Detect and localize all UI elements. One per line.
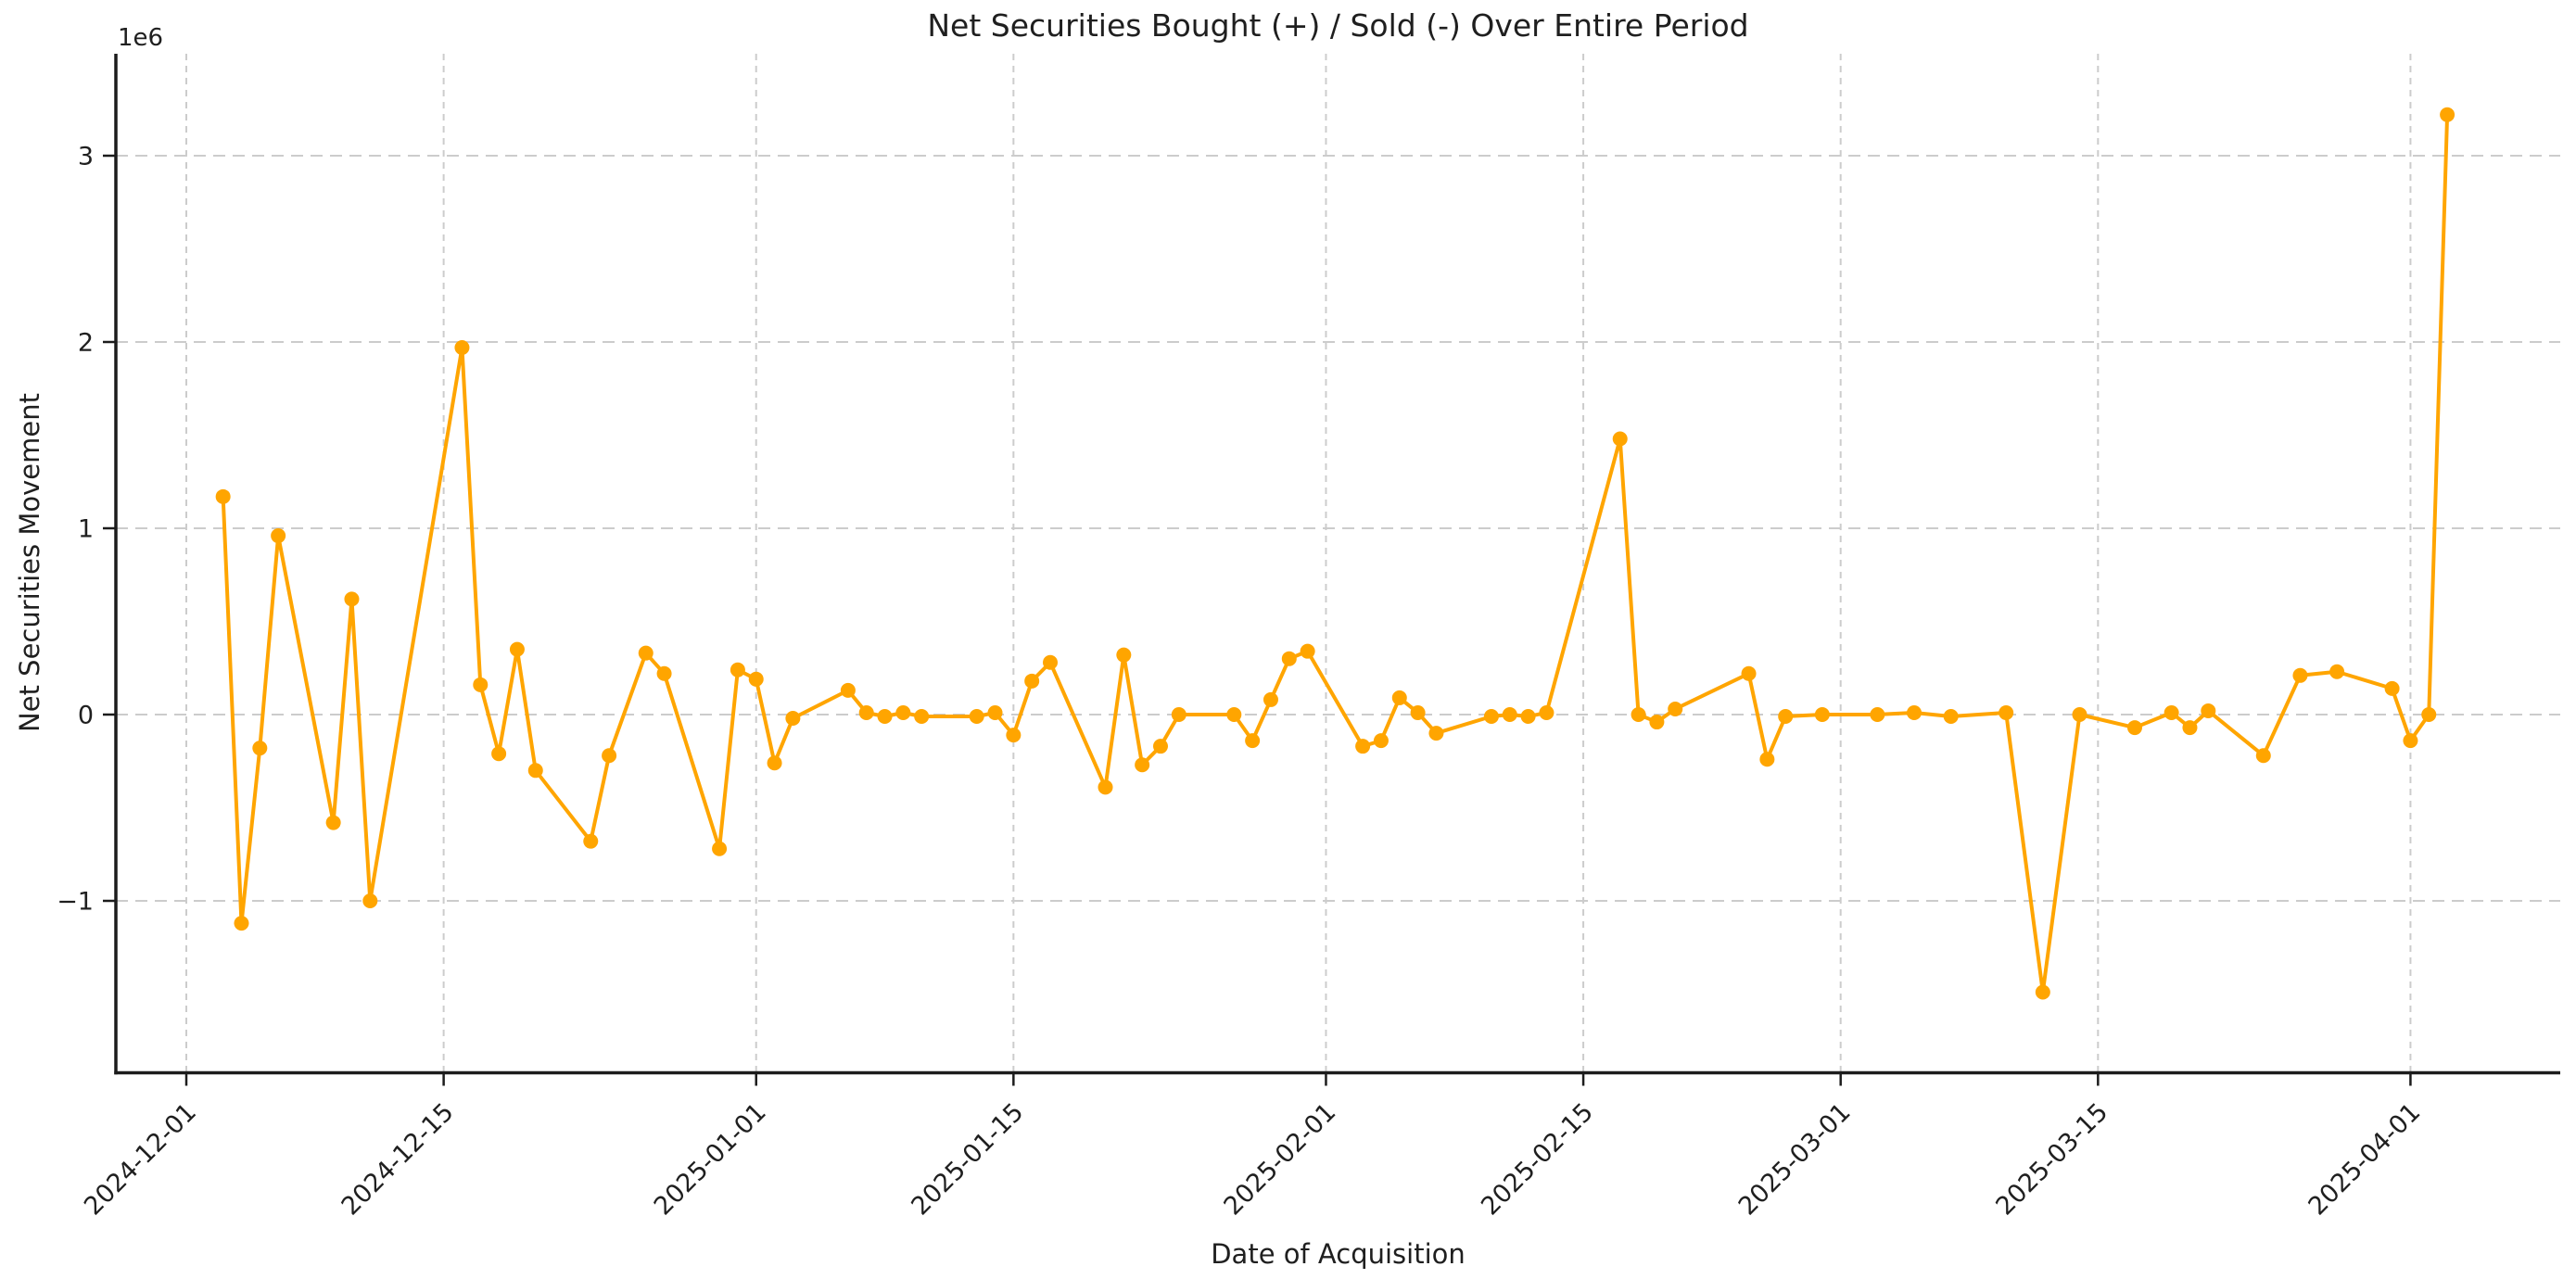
data-point (638, 645, 654, 661)
data-point (344, 591, 360, 607)
data-point (527, 763, 543, 779)
data-point (1907, 704, 1922, 720)
data-point (748, 671, 764, 687)
data-point (1759, 752, 1775, 767)
data-point (1006, 728, 1022, 743)
data-point (1281, 651, 1297, 666)
data-point (858, 704, 874, 720)
x-tick-label: 2025-01-01 (649, 1098, 772, 1222)
x-tick-label: 2025-04-01 (2303, 1098, 2426, 1222)
data-point (1539, 704, 1554, 720)
data-point (1263, 691, 1278, 707)
data-point (2164, 704, 2179, 720)
x-tick-label: 2025-03-01 (1733, 1098, 1857, 1222)
data-point (895, 704, 911, 720)
data-point (1226, 707, 1242, 722)
data-point (712, 841, 728, 856)
data-point (730, 662, 745, 677)
data-point (234, 916, 249, 931)
x-tick-label: 2025-02-15 (1476, 1098, 1599, 1222)
data-point (987, 704, 1003, 720)
data-point (583, 833, 599, 849)
data-point (1171, 707, 1186, 722)
data-point (969, 709, 984, 725)
data-point (1778, 709, 1794, 725)
x-tick-label: 2025-02-01 (1219, 1098, 1342, 1222)
data-point (602, 748, 617, 764)
data-point (1116, 647, 1132, 663)
data-point (1391, 690, 1407, 705)
x-axis-label: Date of Acquisition (1211, 1238, 1466, 1270)
data-point (914, 709, 930, 725)
data-point (2403, 733, 2418, 749)
data-point (2255, 748, 2271, 764)
data-point (1631, 707, 1646, 722)
data-point (1043, 654, 1059, 670)
y-tick-label: 1 (78, 515, 94, 544)
data-point (2072, 707, 2087, 722)
data-point (1999, 704, 2014, 720)
data-point (1870, 707, 1885, 722)
data-point (2329, 664, 2345, 679)
data-point (1300, 643, 1315, 659)
data-point (1373, 733, 1389, 749)
data-point (1024, 673, 1040, 689)
data-point (2292, 667, 2308, 683)
data-line (221, 112, 2450, 994)
data-point (1410, 704, 1426, 720)
data-point (840, 682, 856, 698)
data-point (1943, 709, 1959, 725)
data-point (2201, 703, 2216, 718)
data-point (767, 755, 782, 771)
data-point (509, 641, 525, 657)
data-point (2421, 707, 2437, 722)
data-point (1502, 707, 1517, 722)
x-tick-label: 2025-01-15 (906, 1098, 1029, 1222)
data-point (1520, 709, 1536, 725)
y-tick-label: 0 (78, 702, 94, 730)
data-point (1668, 701, 1683, 716)
data-point (2440, 107, 2455, 122)
data-point (1098, 779, 1113, 795)
data-point (2126, 720, 2142, 736)
data-point (325, 815, 341, 830)
data-point (877, 709, 893, 725)
x-tick-label: 2024-12-15 (336, 1098, 460, 1222)
data-point (2182, 720, 2198, 736)
data-point (362, 893, 378, 908)
data-point (1649, 715, 1665, 730)
data-point (252, 741, 268, 756)
data-point (1152, 739, 1168, 754)
data-point (473, 677, 489, 692)
data-point (2035, 984, 2050, 1000)
data-point (1483, 709, 1499, 725)
y-tick-label: −1 (57, 888, 94, 917)
data-point (1135, 757, 1150, 773)
x-tick-label: 2024-12-01 (79, 1098, 202, 1222)
data-point (1428, 726, 1444, 741)
data-point (2384, 680, 2400, 696)
data-point (1612, 431, 1628, 447)
data-point (454, 340, 470, 356)
data-point (1814, 707, 1830, 722)
y-tick-label: 2 (78, 329, 94, 358)
chart-title: Net Securities Bought (+) / Sold (-) Ove… (927, 7, 1749, 44)
data-point (1355, 739, 1371, 754)
y-axis-offset-label: 1e6 (118, 24, 164, 52)
y-tick-label: 3 (78, 143, 94, 171)
data-point (1741, 665, 1757, 681)
x-tick-label: 2025-03-15 (1990, 1098, 2113, 1222)
data-point (785, 711, 801, 727)
data-point (656, 665, 672, 681)
data-point (215, 488, 231, 504)
data-point (491, 746, 507, 762)
data-point (1245, 733, 1261, 749)
data-point (271, 528, 286, 544)
